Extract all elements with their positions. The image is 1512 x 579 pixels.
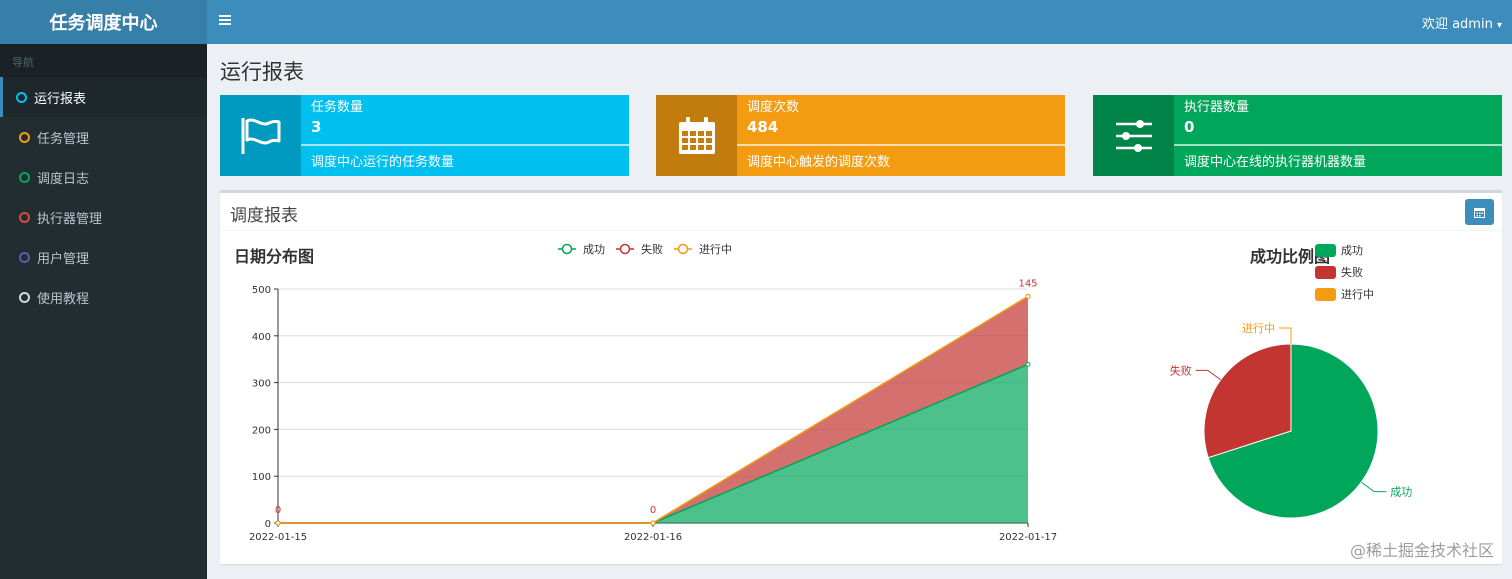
- user-greeting: 欢迎 admin: [1421, 17, 1493, 32]
- y-tick-label: 300: [252, 379, 271, 390]
- line-chart: 0 100 200 300 400 500 2022-01-15 2022-01-16 2022…: [249, 242, 1057, 543]
- info-box-title: 调度次数: [747, 100, 800, 115]
- sidebar-menu: 运行报表任务管理调度日志执行器管理用户管理使用教程: [0, 77, 207, 317]
- pie-legend-swatch: [1315, 244, 1336, 257]
- circle-icon: [19, 251, 30, 263]
- legend-marker: [619, 243, 631, 255]
- sidebar-item-label: 调度日志: [37, 171, 90, 187]
- report-title: 调度报表: [230, 206, 298, 226]
- chevron-down-icon: ▾: [1496, 20, 1502, 31]
- legend-marker: [561, 243, 573, 255]
- circle-icon: [19, 211, 30, 223]
- sidebar-item-label: 用户管理: [37, 251, 90, 267]
- content-area: 运行报表 任务数量 3 调度中心运行的任务数量 调度次数 484 调度中心触发的调度次数 执…: [207, 44, 1512, 579]
- x-tick-label: 2022-01-15: [249, 532, 307, 543]
- user-menu[interactable]: 欢迎 admin ▾: [1422, 13, 1502, 32]
- sidebar-item-2[interactable]: 调度日志: [0, 157, 207, 197]
- page-title: 运行报表: [220, 60, 304, 84]
- area-1: [278, 296, 1028, 523]
- info-box-0: 任务数量 3 调度中心运行的任务数量: [220, 95, 629, 176]
- sidebar-item-0[interactable]: 运行报表: [0, 77, 207, 117]
- area-0: [278, 364, 1028, 523]
- info-box-1: 调度次数 484 调度中心触发的调度次数: [656, 95, 1065, 176]
- pie-leader-line: [1279, 327, 1292, 344]
- info-box-desc: 调度中心触发的调度次数: [747, 155, 891, 170]
- sidebar-item-4[interactable]: 用户管理: [0, 237, 207, 277]
- info-box-body: 调度次数 484 调度中心触发的调度次数: [737, 95, 1065, 176]
- sliders-icon: [1093, 95, 1174, 176]
- info-box-divider: [737, 144, 1065, 146]
- legend-label: 失败: [641, 242, 663, 256]
- pie-legend-swatch: [1315, 288, 1336, 301]
- pie-legend-swatch: [1315, 266, 1336, 279]
- sidebar-item-3[interactable]: 执行器管理: [0, 197, 207, 237]
- sidebar: 任务调度中心 导航 运行报表任务管理调度日志执行器管理用户管理使用教程: [0, 0, 207, 579]
- info-box-divider: [301, 144, 629, 146]
- hamburger-icon[interactable]: [219, 12, 231, 30]
- sidebar-item-label: 任务管理: [37, 131, 90, 147]
- x-tick-label: 2022-01-17: [999, 532, 1057, 543]
- info-box-title: 执行器数量: [1184, 100, 1250, 115]
- data-point: [1025, 361, 1031, 367]
- pie-legend-label: 进行中: [1341, 288, 1374, 301]
- info-box-value: 3: [311, 118, 322, 136]
- flag-icon: [220, 95, 301, 176]
- calendar-icon: [1474, 207, 1485, 218]
- x-tick-label: 2022-01-16: [624, 532, 682, 543]
- circle-icon: [19, 291, 30, 303]
- info-box-desc: 调度中心运行的任务数量: [311, 155, 455, 170]
- sidebar-item-label: 执行器管理: [37, 211, 103, 227]
- line-chart-title: 日期分布图: [234, 247, 315, 266]
- sidebar-item-label: 使用教程: [37, 291, 90, 307]
- circle-icon: [19, 171, 30, 183]
- pie-legend-label: 失败: [1341, 265, 1363, 279]
- report-box-header: 调度报表: [220, 193, 1502, 231]
- y-tick-label: 0: [265, 519, 271, 530]
- calendar-icon: [656, 95, 737, 176]
- sidebar-item-5[interactable]: 使用教程: [0, 277, 207, 317]
- y-tick-label: 200: [252, 425, 271, 436]
- info-box-body: 执行器数量 0 调度中心在线的执行器机器数量: [1174, 95, 1502, 176]
- y-tick-label: 400: [252, 332, 271, 343]
- info-box-divider: [1174, 144, 1502, 146]
- y-tick-label: 100: [252, 472, 271, 483]
- data-label: 0: [650, 505, 656, 516]
- legend-label: 成功: [583, 243, 605, 256]
- info-box-2: 执行器数量 0 调度中心在线的执行器机器数量: [1093, 95, 1502, 176]
- legend-label: 进行中: [699, 243, 732, 256]
- app-logo[interactable]: 任务调度中心: [0, 0, 207, 44]
- nav-header: 导航: [0, 44, 207, 77]
- pie-legend-label: 成功: [1341, 244, 1363, 257]
- circle-icon: [19, 131, 30, 143]
- data-label: 0: [275, 505, 281, 516]
- top-navbar: 欢迎 admin ▾: [207, 0, 1512, 44]
- circle-icon: [16, 91, 27, 103]
- date-filter-button[interactable]: [1465, 199, 1494, 225]
- report-box: 调度报表 日期分布图 0 100 200 300 400 500 2022-01-15 202…: [220, 190, 1502, 564]
- data-point: [275, 520, 281, 526]
- data-point: [1025, 293, 1031, 299]
- pie-chart-title: 成功比例图: [1250, 247, 1331, 266]
- data-label: 145: [1018, 278, 1037, 289]
- info-box-value: 0: [1184, 118, 1195, 136]
- y-tick-label: 500: [252, 285, 271, 296]
- pie-leader-line: [1195, 369, 1221, 381]
- watermark: @稀土掘金技术社区: [1349, 541, 1494, 560]
- info-box-title: 任务数量: [311, 100, 364, 115]
- legend-marker: [677, 243, 689, 255]
- info-box-value: 484: [747, 118, 779, 136]
- pie-slice-label: 成功: [1390, 486, 1412, 499]
- info-box-desc: 调度中心在线的执行器机器数量: [1184, 155, 1367, 170]
- pie-leader-line: [1361, 481, 1387, 493]
- data-point: [650, 520, 656, 526]
- pie-slice-label: 进行中: [1242, 322, 1275, 335]
- pie-slice-1: [1203, 343, 1292, 459]
- sidebar-item-label: 运行报表: [34, 91, 87, 107]
- info-box-body: 任务数量 3 调度中心运行的任务数量: [301, 95, 629, 176]
- pie-slice-label: 失败: [1170, 363, 1192, 377]
- sidebar-item-1[interactable]: 任务管理: [0, 117, 207, 157]
